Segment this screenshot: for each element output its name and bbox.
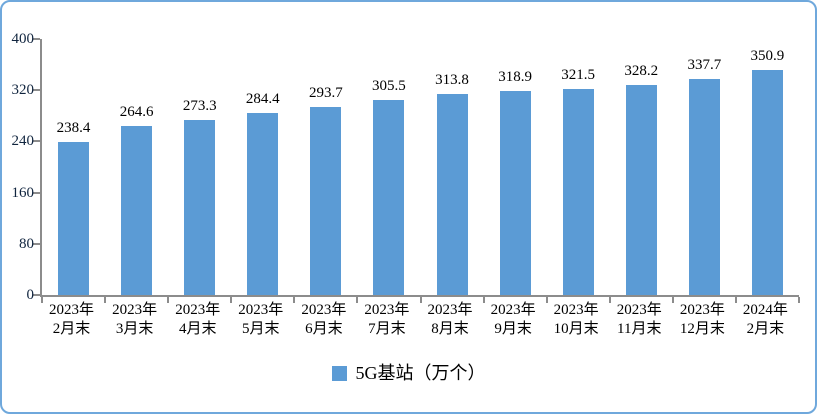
bar xyxy=(184,120,216,295)
y-axis-label: 80 xyxy=(19,235,34,252)
x-axis-tick xyxy=(41,297,43,303)
bar-slot: 238.4 xyxy=(42,39,105,295)
bar-slot: 337.7 xyxy=(673,39,736,295)
plot-area: 238.4 264.6 273.3 284.4 293.7 305.5 313.8 318.9… xyxy=(12,31,800,303)
bar xyxy=(121,125,153,295)
x-axis-label: 2023年 4月末 xyxy=(175,302,221,337)
bar-value-label: 321.5 xyxy=(561,67,596,84)
x-axis-label: 2023年 5月末 xyxy=(238,302,284,337)
x-axis-label: 2023年 7月末 xyxy=(364,302,410,337)
y-axis-tick xyxy=(33,294,40,296)
y-axis-label: 320 xyxy=(11,82,35,99)
bar-slot: 321.5 xyxy=(547,39,610,295)
x-axis-label: 2023年 3月末 xyxy=(112,302,158,337)
bar xyxy=(373,99,405,295)
x-axis-label: 2024年 2月末 xyxy=(742,302,788,337)
bar xyxy=(625,85,657,295)
y-axis-tick xyxy=(33,191,40,194)
bars-container: 238.4 264.6 273.3 284.4 293.7 305.5 313.8 318.9… xyxy=(42,39,799,295)
bar-slot: 328.2 xyxy=(610,39,673,295)
bar-slot: 273.3 xyxy=(168,39,231,295)
legend: 5G基站（万个） xyxy=(2,364,815,382)
bar xyxy=(310,107,342,295)
bar xyxy=(247,113,279,295)
bar-value-label: 264.6 xyxy=(119,103,154,120)
bar-slot: 293.7 xyxy=(294,39,357,295)
x-axis-tick xyxy=(545,297,548,303)
y-axis-label: 0 xyxy=(26,287,35,303)
bar xyxy=(688,78,720,295)
bar-slot: 305.5 xyxy=(357,39,420,295)
bar-value-label: 305.5 xyxy=(372,77,406,94)
x-axis-tick xyxy=(734,297,737,303)
bar xyxy=(436,94,468,295)
bar-value-label: 238.4 xyxy=(56,120,91,137)
y-axis-label: 240 xyxy=(11,133,35,150)
bar-value-label: 337.7 xyxy=(687,56,722,73)
x-axis-label: 2023年 9月末 xyxy=(490,302,536,337)
y-axis-tick xyxy=(33,140,40,143)
x-axis-labels: 2023年 2月末 2023年 3月末 2023年 4月末 2023年 5月末 2023年 6月末… xyxy=(40,301,797,339)
x-axis-tick xyxy=(419,297,422,303)
x-axis-tick xyxy=(482,297,485,303)
bar-slot: 264.6 xyxy=(105,39,168,295)
x-axis-label: 2023年 11月末 xyxy=(616,302,662,337)
x-axis-tick xyxy=(798,297,800,303)
x-axis-label: 2023年 12月末 xyxy=(679,302,725,337)
x-axis-tick xyxy=(167,297,170,303)
bar-slot: 313.8 xyxy=(420,39,483,295)
x-axis-tick xyxy=(230,297,233,303)
x-axis-tick xyxy=(104,297,107,303)
x-axis-tick xyxy=(671,297,674,303)
legend-label: 5G基站（万个） xyxy=(355,363,486,383)
bar xyxy=(751,70,783,295)
bar xyxy=(499,90,531,295)
x-axis-tick xyxy=(356,297,359,303)
y-axis-label: 160 xyxy=(11,184,35,201)
y-axis-tick xyxy=(33,89,40,92)
bar-value-label: 328.2 xyxy=(624,63,659,79)
y-axis-tick xyxy=(33,38,40,40)
x-axis-label: 2023年 6月末 xyxy=(301,302,347,337)
x-axis-tick xyxy=(293,297,296,303)
bar-value-label: 293.7 xyxy=(308,85,343,101)
y-axis-tick xyxy=(33,242,40,245)
legend-swatch-icon xyxy=(331,365,347,381)
x-axis-tick xyxy=(608,297,611,303)
bar xyxy=(58,142,90,295)
bar-value-label: 318.9 xyxy=(498,68,532,85)
bar-slot: 350.9 xyxy=(736,39,799,295)
bar-value-label: 313.8 xyxy=(435,72,469,89)
x-axis-label: 2023年 8月末 xyxy=(427,302,473,337)
x-axis-label: 2023年 10月末 xyxy=(553,302,599,337)
bar-slot: 284.4 xyxy=(231,39,294,295)
bar-value-label: 273.3 xyxy=(182,98,217,115)
x-axis-label: 2023年 2月末 xyxy=(49,302,95,337)
bar-value-label: 284.4 xyxy=(245,91,280,107)
y-axis-label: 400 xyxy=(11,31,35,47)
bar-slot: 318.9 xyxy=(484,39,547,295)
bar-value-label: 350.9 xyxy=(750,48,785,65)
bar xyxy=(562,89,594,295)
